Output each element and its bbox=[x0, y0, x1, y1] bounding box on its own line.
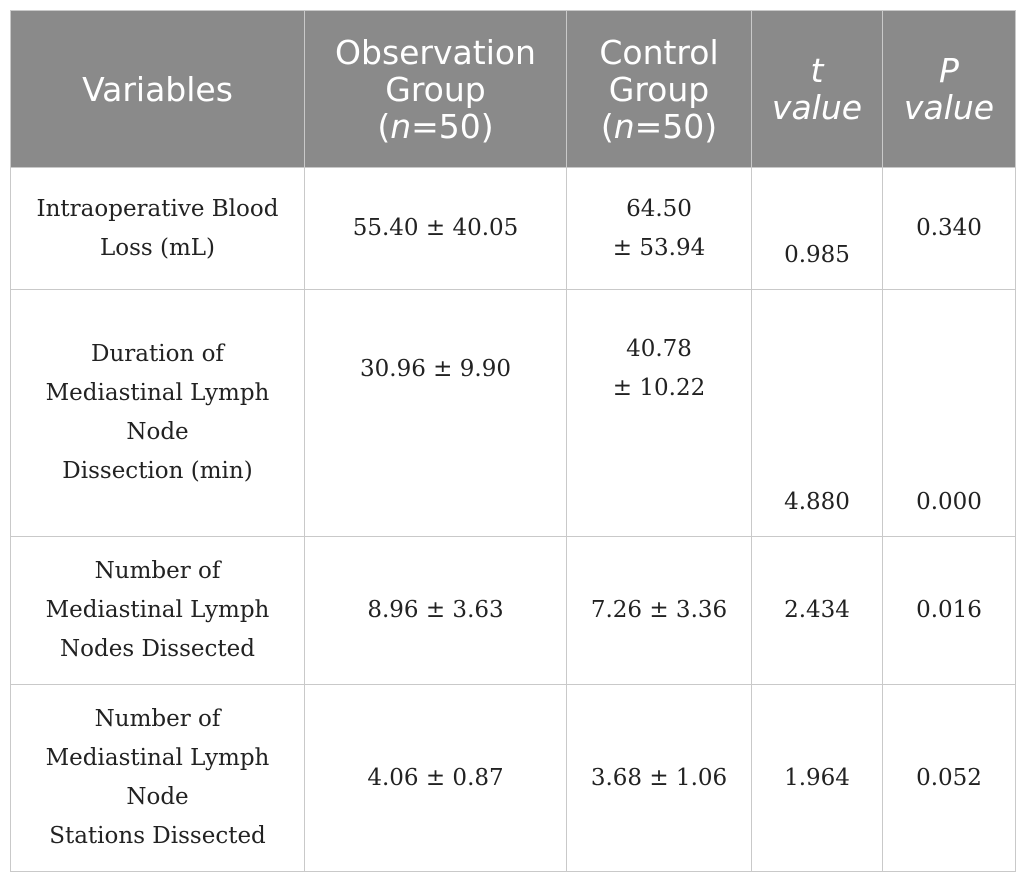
t-value: 1.964 bbox=[784, 764, 850, 791]
header-control-line1: Control bbox=[599, 32, 719, 72]
control-value-line: 40.78 bbox=[626, 336, 692, 362]
control-cell: 40.78 ± 10.22 bbox=[566, 289, 752, 537]
observation-value: 4.06 ± 0.87 bbox=[367, 764, 504, 791]
variable-label-line: Duration of bbox=[91, 341, 224, 367]
t-value-cell: 4.880 bbox=[751, 289, 883, 537]
header-observation-group: Observation Group (n=50) bbox=[304, 10, 567, 168]
variable-label-line: Mediastinal Lymph bbox=[45, 745, 270, 771]
t-value-cell: 2.434 bbox=[751, 536, 883, 685]
t-value: 0.985 bbox=[784, 242, 850, 268]
variable-label-line: Mediastinal Lymph bbox=[45, 597, 270, 623]
control-value: 3.68 ± 1.06 bbox=[590, 764, 728, 791]
observation-cell: 4.06 ± 0.87 bbox=[304, 684, 567, 872]
variable-label-line: Loss (mL) bbox=[99, 234, 216, 261]
control-cell: 7.26 ± 3.36 bbox=[566, 536, 752, 685]
header-observation-n-symbol: n bbox=[390, 106, 412, 146]
observation-value: 8.96 ± 3.63 bbox=[367, 597, 504, 623]
observation-value: 55.40 ± 40.05 bbox=[352, 215, 519, 241]
table-row: Number of Mediastinal Lymph Nodes Dissec… bbox=[10, 536, 1016, 685]
header-t-value: t value bbox=[751, 10, 883, 168]
p-value-cell: 0.340 bbox=[882, 167, 1016, 290]
p-value-cell: 0.000 bbox=[882, 289, 1016, 537]
header-control-line2: Group bbox=[608, 69, 710, 109]
table-row: Number of Mediastinal Lymph Node Station… bbox=[10, 684, 1016, 872]
header-control-group: Control Group (n=50) bbox=[566, 10, 752, 168]
control-value-line: ± 53.94 bbox=[612, 234, 706, 261]
observation-cell: 8.96 ± 3.63 bbox=[304, 536, 567, 685]
variable-label-line: Number of bbox=[94, 706, 221, 732]
variable-label-line: Dissection (min) bbox=[62, 458, 253, 484]
results-table-container: Variables Observation Group (n=50) Contr… bbox=[10, 10, 1016, 872]
header-observation-line1: Observation bbox=[335, 32, 536, 72]
table-row: Intraoperative Blood Loss (mL) 55.40 ± 4… bbox=[10, 167, 1016, 290]
p-value: 0.340 bbox=[916, 215, 982, 241]
control-cell: 3.68 ± 1.06 bbox=[566, 684, 752, 872]
header-p-word: value bbox=[903, 88, 995, 127]
p-value-cell: 0.016 bbox=[882, 536, 1016, 685]
header-observation-n-value: =50 bbox=[411, 106, 481, 146]
p-value: 0.052 bbox=[916, 764, 982, 791]
header-t-word: value bbox=[771, 88, 863, 127]
header-t-symbol: t bbox=[810, 51, 824, 90]
variable-label-line: Mediastinal Lymph bbox=[45, 380, 270, 406]
t-value: 4.880 bbox=[784, 489, 850, 515]
table-row: Duration of Mediastinal Lymph Node Disse… bbox=[10, 289, 1016, 537]
variable-label-line: Number of bbox=[94, 558, 221, 584]
header-observation-line2: Group bbox=[385, 69, 486, 109]
header-p-symbol: P bbox=[939, 51, 959, 90]
control-value-line: ± 10.22 bbox=[612, 375, 706, 401]
table-header-row: Variables Observation Group (n=50) Contr… bbox=[10, 10, 1016, 168]
observation-cell: 55.40 ± 40.05 bbox=[304, 167, 567, 290]
header-control-n: (n=50) bbox=[600, 106, 718, 146]
variable-cell: Number of Mediastinal Lymph Nodes Dissec… bbox=[10, 536, 305, 685]
header-p-value: P value bbox=[882, 10, 1016, 168]
variable-label-line: Intraoperative Blood bbox=[36, 195, 279, 222]
header-control-n-symbol: n bbox=[613, 106, 635, 146]
control-cell: 64.50 ± 53.94 bbox=[566, 167, 752, 290]
header-variables-label: Variables bbox=[82, 69, 233, 109]
variable-cell: Number of Mediastinal Lymph Node Station… bbox=[10, 684, 305, 872]
variable-label-line: Node bbox=[126, 784, 189, 810]
variable-cell: Intraoperative Blood Loss (mL) bbox=[10, 167, 305, 290]
observation-cell: 30.96 ± 9.90 bbox=[304, 289, 567, 537]
variable-label-line: Stations Dissected bbox=[49, 823, 266, 849]
t-value-cell: 0.985 bbox=[751, 167, 883, 290]
variable-cell: Duration of Mediastinal Lymph Node Disse… bbox=[10, 289, 305, 537]
t-value: 2.434 bbox=[784, 597, 850, 623]
variable-label-line: Node bbox=[126, 419, 189, 445]
p-value: 0.016 bbox=[916, 597, 982, 623]
header-variables: Variables bbox=[10, 10, 305, 168]
observation-value: 30.96 ± 9.90 bbox=[360, 356, 511, 382]
control-value: 7.26 ± 3.36 bbox=[590, 597, 728, 623]
control-value-line: 64.50 bbox=[626, 195, 692, 222]
p-value-cell: 0.052 bbox=[882, 684, 1016, 872]
variable-label-line: Nodes Dissected bbox=[60, 636, 255, 662]
p-value: 0.000 bbox=[916, 489, 982, 515]
t-value-cell: 1.964 bbox=[751, 684, 883, 872]
results-table: Variables Observation Group (n=50) Contr… bbox=[10, 10, 1016, 872]
header-observation-n: (n=50) bbox=[377, 106, 494, 146]
header-control-n-value: =50 bbox=[634, 106, 705, 146]
